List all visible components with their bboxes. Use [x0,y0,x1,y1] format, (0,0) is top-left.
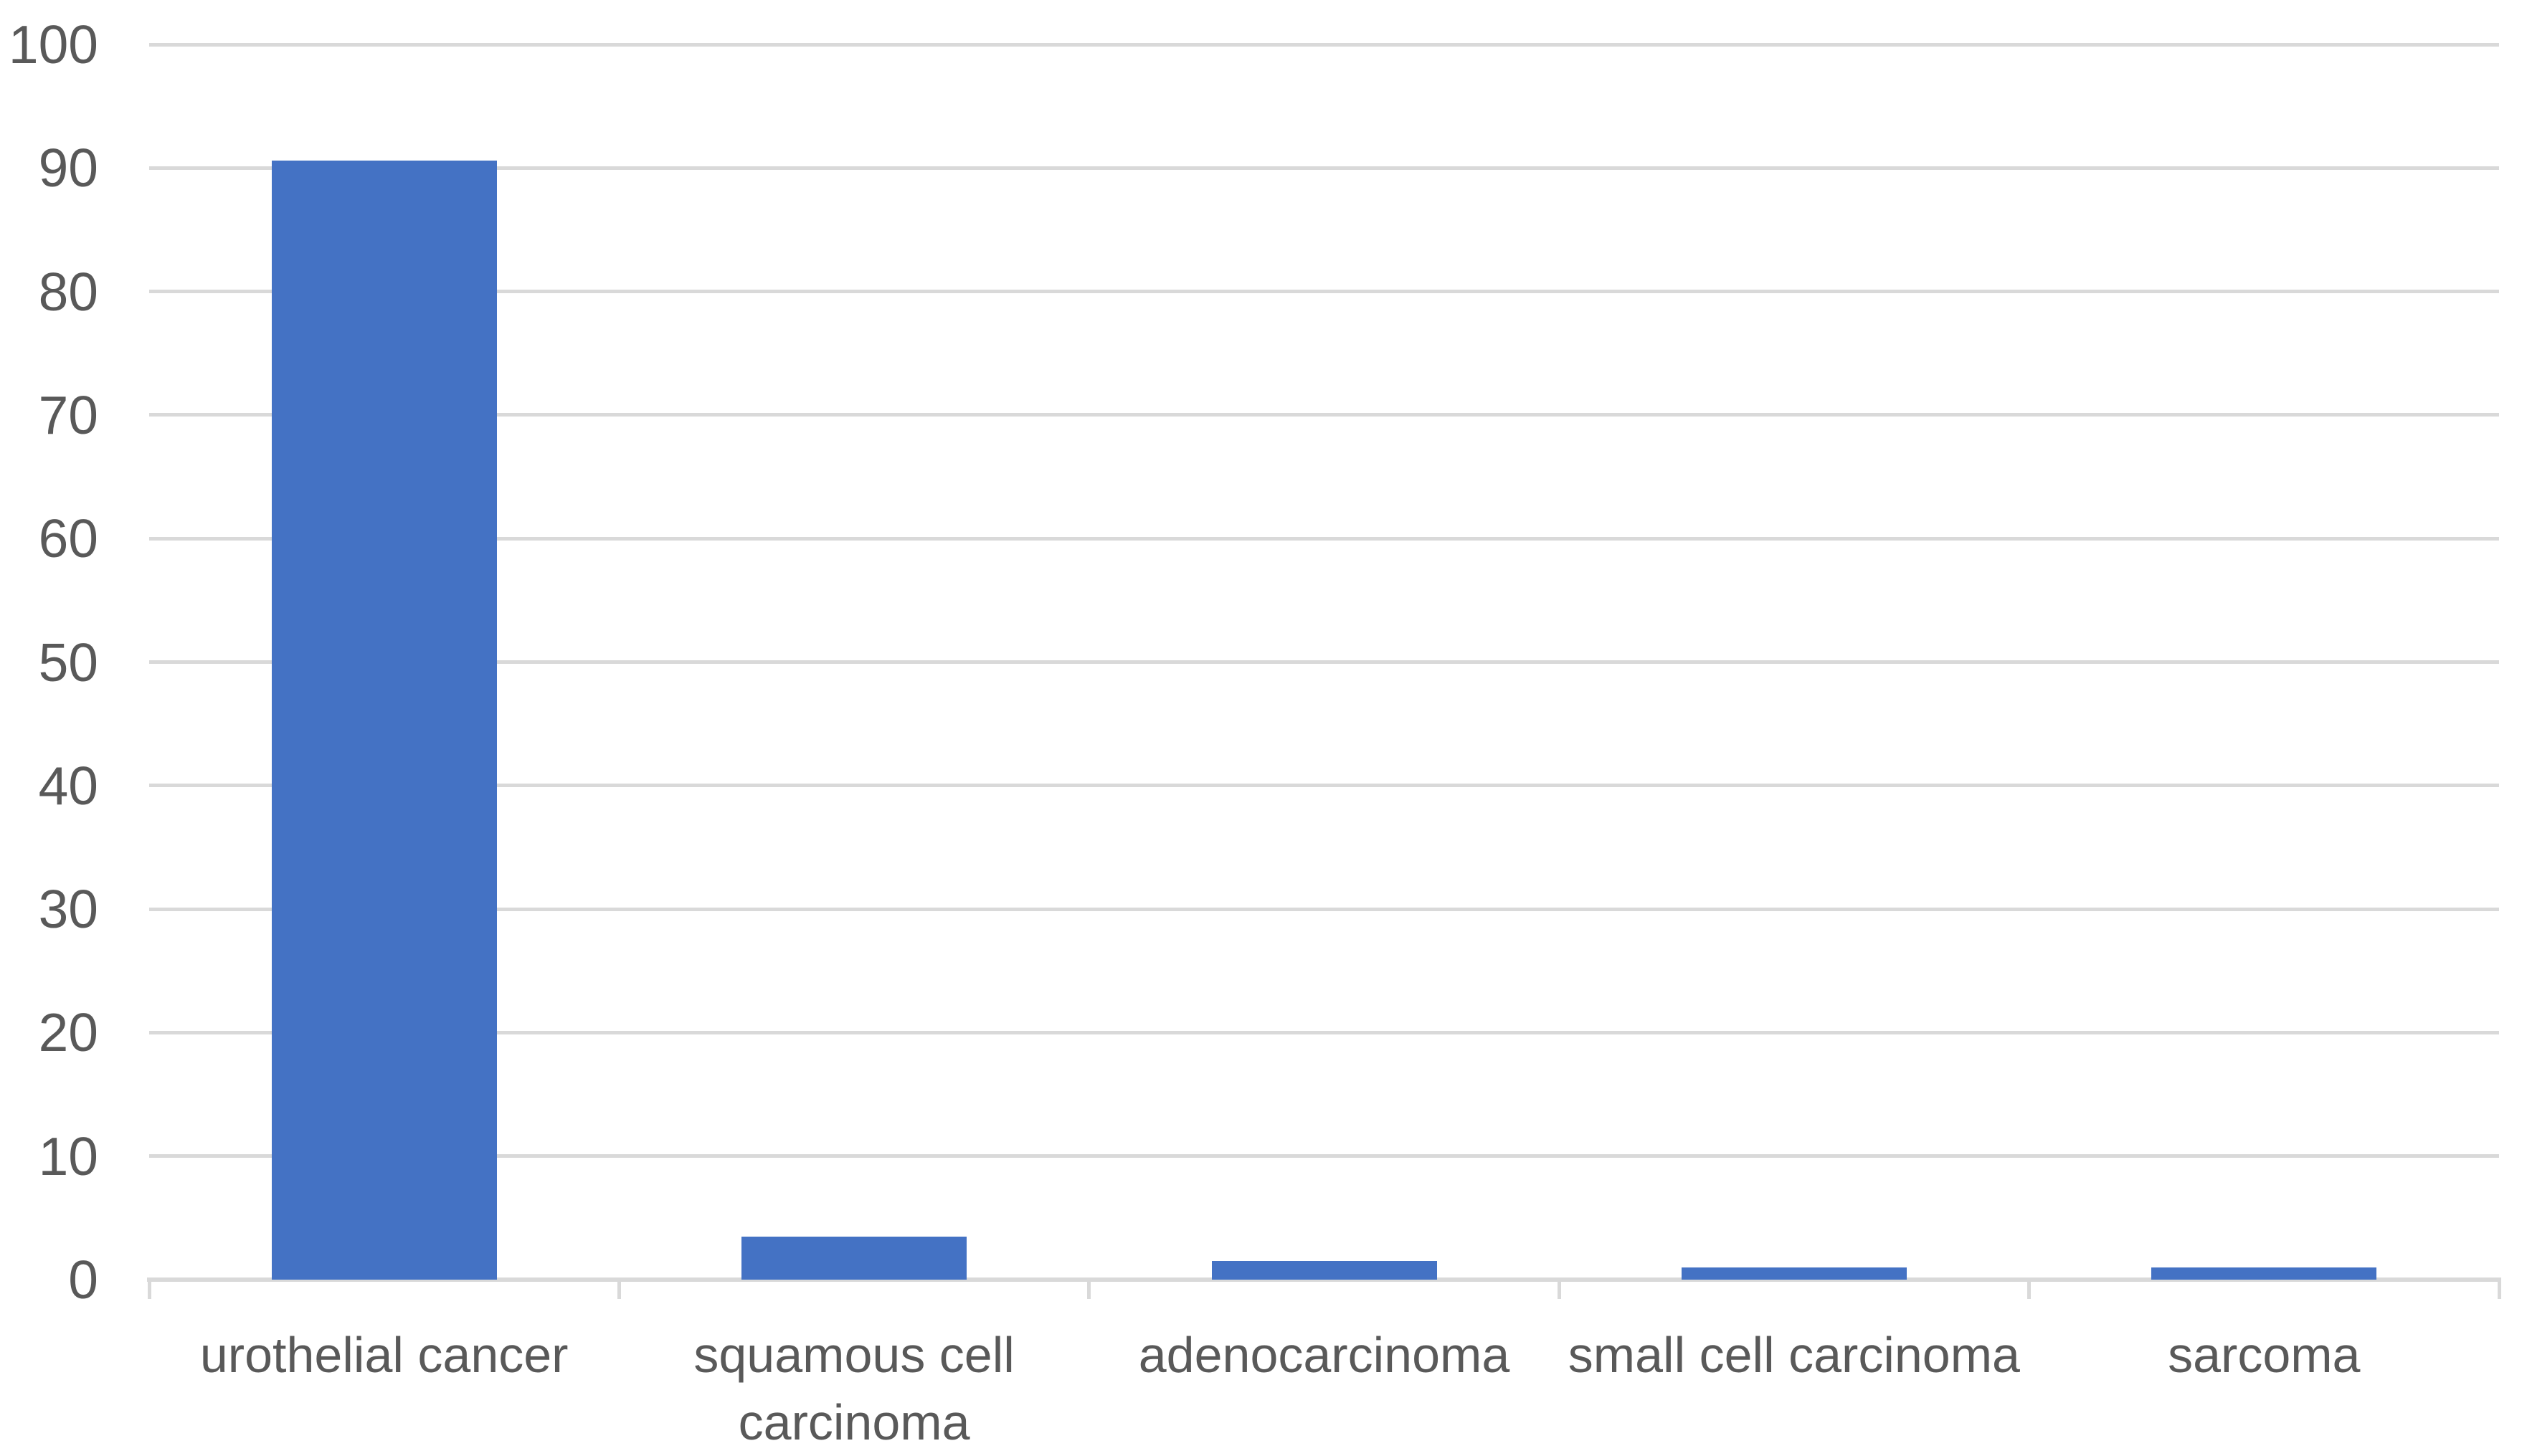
gridline [149,166,2499,170]
y-axis-tick-label: 40 [38,755,98,816]
y-axis-tick-label: 10 [38,1126,98,1186]
y-axis-tick-label: 30 [38,879,98,940]
gridline [149,1154,2499,1158]
y-axis-tick-label: 20 [38,1002,98,1063]
x-axis-tick [1557,1280,1561,1299]
bar-adenocarcinoma [1211,1261,1437,1280]
gridline [149,536,2499,541]
x-axis-tick [1087,1280,1091,1299]
x-axis-tick [147,1280,151,1299]
gridline [149,784,2499,788]
gridline [149,660,2499,664]
bar-urothelial-cancer [271,161,497,1280]
bar-squamous-cell-carcinoma [741,1237,967,1280]
bar-small-cell-carcinoma [1681,1267,1907,1280]
y-axis-tick-label: 100 [8,14,98,75]
y-axis-tick-label: 90 [38,138,98,199]
y-axis-tick-label: 0 [68,1250,98,1310]
bar-sarcoma [2151,1267,2377,1280]
category-label: squamous cell carcinoma [693,1327,1015,1450]
gridline [149,290,2499,294]
y-axis-tick-label: 50 [38,632,98,693]
x-axis-tick [2497,1280,2501,1299]
x-axis-tick [2027,1280,2032,1299]
y-axis-tick-label: 80 [38,261,98,322]
gridline [149,907,2499,911]
x-axis-line [147,1277,2501,1282]
category-label: sarcoma [2168,1327,2361,1383]
y-axis-tick-label: 70 [38,384,98,445]
category-label: urothelial cancer [199,1327,569,1383]
category-label: small cell carcinoma [1568,1327,2020,1383]
gridline [149,1030,2499,1034]
category-label: adenocarcinoma [1138,1327,1510,1383]
gridline [149,413,2499,417]
x-axis-tick [617,1280,621,1299]
y-axis-tick-label: 60 [38,508,98,569]
gridline [149,42,2499,47]
